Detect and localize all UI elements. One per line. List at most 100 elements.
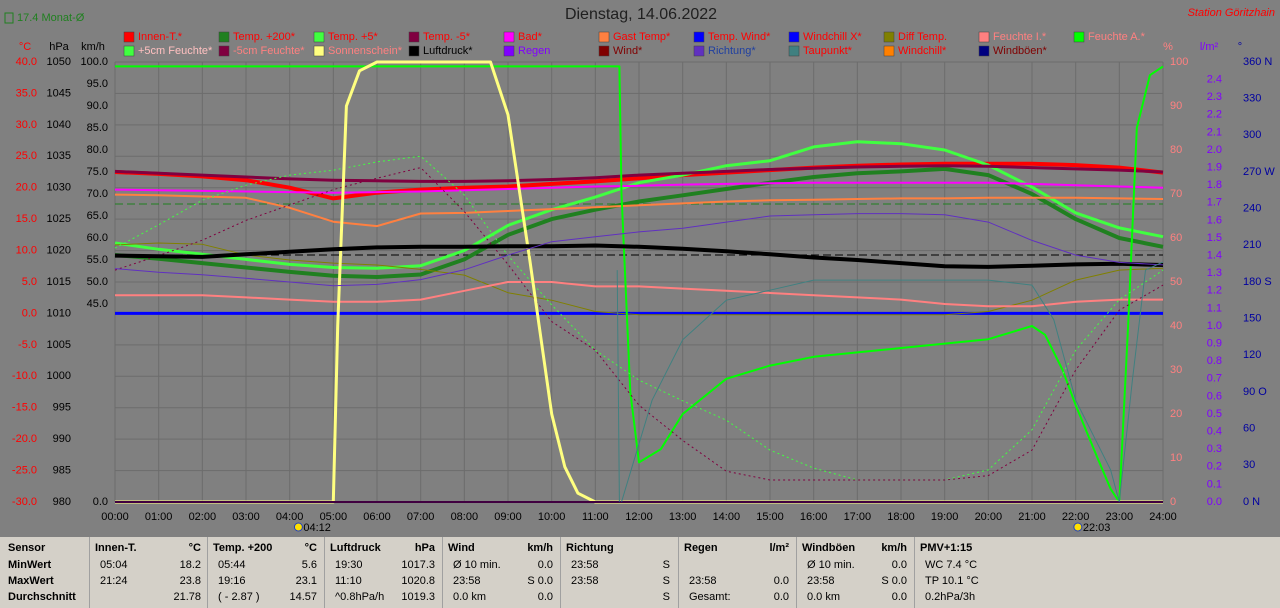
y-tick-label: 985 [53, 464, 71, 476]
column-separator [796, 537, 797, 608]
legend-swatch [1073, 31, 1085, 43]
cell-left: 23:58 [453, 575, 481, 587]
y-tick-label: 1.9 [1207, 162, 1222, 174]
row-label: MaxWert [8, 575, 54, 587]
cell-left: 0.0 km [453, 591, 487, 603]
y-tick-label: 40 [1170, 320, 1182, 332]
legend-label: +5cm Feuchte* [138, 45, 213, 57]
y-tick-label: 1005 [47, 339, 71, 351]
y-tick-label: 70.0 [87, 188, 108, 200]
y-tick-label: 0.1 [1207, 478, 1222, 490]
y-tick-label: 15.0 [16, 213, 37, 225]
y-tick-label: 1.6 [1207, 214, 1222, 226]
sun-event-label: 04:12 [303, 522, 331, 534]
y-tick-label: 0.6 [1207, 390, 1222, 402]
x-tick-label: 03:00 [232, 511, 260, 523]
column-separator [442, 537, 443, 608]
y-tick-label: 0.0 [93, 496, 108, 508]
axis-unit: % [1163, 41, 1173, 53]
x-tick-label: 16:00 [800, 511, 828, 523]
legend-label: Richtung* [708, 45, 756, 57]
legend-swatch [218, 45, 230, 57]
legend-label: Diff Temp. [898, 31, 947, 43]
chart: Dienstag, 14.06.2022 Station Göritzhain … [4, 6, 1275, 534]
y-tick-label: 25.0 [16, 150, 37, 162]
x-tick-label: 12:00 [625, 511, 653, 523]
chart-title: Dienstag, 14.06.2022 [565, 6, 717, 23]
x-tick-label: 19:00 [931, 511, 959, 523]
y-tick-label: -10.0 [12, 370, 37, 382]
y-tick-label: 85.0 [87, 122, 108, 134]
y-tick-label: 40.0 [16, 56, 37, 68]
y-tick-label: 70 [1170, 188, 1182, 200]
cell-left: WC 7.4 °C [925, 559, 978, 571]
y-tick-label: 1.7 [1207, 197, 1222, 209]
legend-swatch [313, 31, 325, 43]
y-tick-label: 995 [53, 402, 71, 414]
y-tick-label: 90 O [1243, 386, 1267, 398]
cell-right: 5.6 [301, 559, 317, 571]
y-tick-label: 60 [1170, 232, 1182, 244]
cell-right: S 0.0 [881, 575, 907, 587]
cell-right: 0.0 [891, 591, 907, 603]
series-line [114, 164, 1164, 183]
x-tick-label: 07:00 [407, 511, 435, 523]
cell-right: S 0.0 [527, 575, 553, 587]
y-tick-label: 10 [1170, 452, 1182, 464]
column-unit: l/m² [769, 542, 789, 554]
legend-swatch [503, 45, 515, 57]
y-tick-label: 980 [53, 496, 71, 508]
y-tick-label: 1.5 [1207, 232, 1222, 244]
x-tick-label: 04:00 [276, 511, 304, 523]
y-tick-label: 0.5 [1207, 408, 1222, 420]
column-header: Wind [448, 542, 475, 554]
summary-table: Sensor MinWert MaxWert Durchschnitt Innen-T.… [0, 537, 1280, 608]
cell-right: 0.0 [537, 559, 553, 571]
y-tick-label: 0.8 [1207, 355, 1222, 367]
legend-label: Regen [518, 45, 550, 57]
y-tick-label: 1.2 [1207, 285, 1222, 297]
y-tick-label: 120 [1243, 349, 1261, 361]
legend-label: Sonnenschein* [328, 45, 403, 57]
y-tick-label: 0.7 [1207, 373, 1222, 385]
axis-unit: ° [1238, 41, 1242, 53]
series-line [114, 166, 1164, 279]
y-tick-label: 95.0 [87, 78, 108, 90]
cell-left: 23:58 [689, 575, 717, 587]
y-tick-label: 990 [53, 433, 71, 445]
column-unit: hPa [414, 542, 435, 554]
legend-label: Windchill X* [803, 31, 862, 43]
y-tick-label: 2.4 [1207, 74, 1222, 86]
legend-label: -5cm Feuchte* [233, 45, 305, 57]
monthly-average-label: 17.4 Monat-Ø [17, 12, 85, 24]
y-tick-label: 75.0 [87, 166, 108, 178]
cell-right: 0.0 [537, 591, 553, 603]
y-tick-label: 360 N [1243, 56, 1272, 68]
y-tick-label: 1.0 [1207, 320, 1222, 332]
legend-swatch [218, 31, 230, 43]
legend-label: Temp. +5* [328, 31, 379, 43]
cell-left: ( - 2.87 ) [218, 591, 260, 603]
column-header: PMV+1:15 [920, 542, 973, 554]
cell-right: 1019.3 [401, 591, 435, 603]
y-tick-label: 1010 [47, 307, 71, 319]
legend-label: Taupunkt* [803, 45, 853, 57]
cell-left: 0.2hPa/3h [925, 591, 976, 603]
cell-right: S [662, 559, 670, 571]
column-separator [89, 537, 90, 608]
legend-swatch [598, 45, 610, 57]
cell-left: 23:58 [571, 575, 599, 587]
cell-left: 0.0 km [807, 591, 841, 603]
axis-unit: hPa [49, 41, 69, 53]
legend-swatch [788, 31, 800, 43]
legend-swatch [883, 45, 895, 57]
y-tick-label: 1.1 [1207, 302, 1222, 314]
y-tick-label: 20.0 [16, 182, 37, 194]
cell-right: 21.78 [173, 591, 201, 603]
x-tick-label: 18:00 [887, 511, 915, 523]
legend-swatch [883, 31, 895, 43]
cell-right: 0.0 [773, 575, 789, 587]
x-tick-label: 02:00 [189, 511, 217, 523]
x-tick-label: 11:00 [582, 511, 609, 523]
